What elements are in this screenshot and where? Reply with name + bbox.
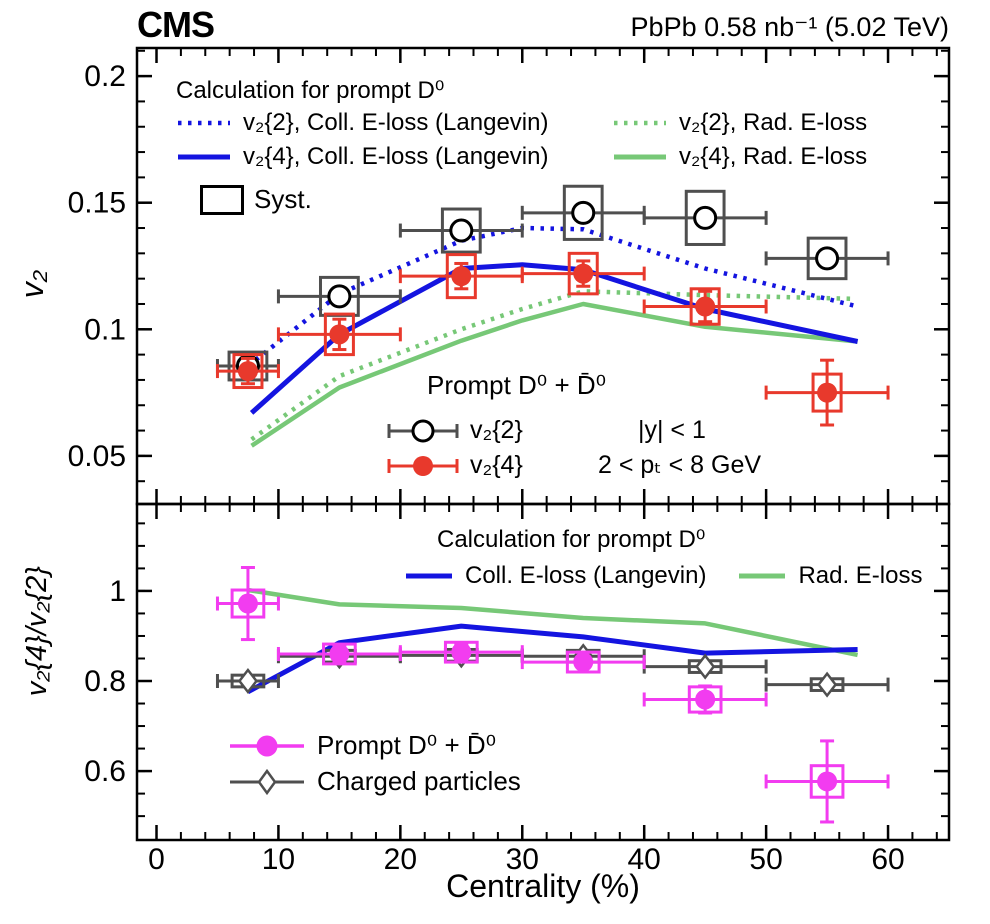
cms-logo-label: CMS	[137, 4, 215, 45]
y-tick-label: 0.15	[68, 187, 126, 220]
green-dotted-line-swatch	[614, 120, 666, 126]
legend-entry-v22-data: v₂{2}	[386, 416, 523, 445]
marker-v2_4	[695, 296, 716, 317]
marker-charged	[816, 671, 838, 698]
syst-box-v2_4	[811, 372, 843, 413]
syst-box-v2_2	[806, 236, 848, 281]
legend-label: v₂{4}, Rad. E-loss	[679, 143, 868, 170]
x-tick-label: 50	[749, 843, 782, 876]
syst-box-d0	[230, 588, 266, 619]
syst-box-d0	[809, 764, 845, 799]
legend-entry-v24-rad: v₂{4}, Rad. E-loss	[611, 143, 867, 171]
syst-box-v2_2	[684, 189, 726, 246]
marker-charged	[695, 653, 716, 680]
legend-entry-syst: Syst.	[200, 184, 312, 215]
legend-label: v₂{2}, Rad. E-loss	[679, 109, 868, 136]
marker-d0	[695, 689, 716, 710]
y-tick-label: 1	[109, 575, 126, 608]
marker-v2_2	[815, 246, 840, 271]
magenta-circle-marker-swatch	[230, 735, 304, 756]
marker-charged	[237, 667, 259, 695]
syst-box-v2_4	[689, 287, 721, 326]
marker-v2_4	[329, 324, 350, 345]
pt-selection-label: 2 < pₜ < 8 GeV	[598, 451, 762, 479]
y-tick-label: 0.1	[84, 313, 126, 346]
syst-box-v2_4	[232, 353, 264, 390]
marker-v2_2	[571, 200, 596, 225]
marker-v2_4	[573, 263, 594, 284]
x-tick-label: 20	[384, 843, 417, 876]
syst-box-v2_2	[562, 184, 604, 241]
marker-v2_4	[817, 382, 838, 403]
y-axis-title-ratio: v₂{4}/v₂{2}	[21, 566, 53, 697]
x-tick-label: 30	[506, 843, 539, 876]
curve-v22-rad	[250, 289, 856, 442]
open-circle-marker-swatch	[387, 419, 459, 442]
y-tick-label: 0.6	[84, 755, 126, 788]
legend-label: v₂{4}	[470, 451, 523, 479]
green-solid-line-swatch	[614, 154, 666, 160]
y-tick-label: 0.8	[84, 665, 126, 698]
bottom-legend-title: Calculation for prompt D⁰	[437, 526, 706, 553]
marker-d0	[329, 643, 350, 664]
blue-dotted-line-swatch	[178, 120, 230, 126]
legend-entry-v22-coll: v₂{2}, Coll. E-loss (Langevin)	[175, 109, 548, 137]
blue-solid-line-swatch	[406, 573, 452, 579]
marker-v2_2	[449, 218, 474, 243]
y-tick-label: 0.2	[84, 60, 126, 93]
x-tick-label: 10	[262, 843, 295, 876]
top-legend-title: Calculation for prompt D⁰	[176, 77, 445, 104]
curve-ratio-rad	[247, 587, 859, 658]
marker-v2_2	[327, 284, 352, 309]
marker-d0	[451, 642, 472, 663]
y-axis-title-v2: v₂	[14, 270, 50, 299]
filled-circle-marker-swatch	[387, 455, 459, 476]
marker-v2_4	[237, 361, 258, 382]
syst-label: Syst.	[254, 184, 312, 214]
syst-box-v2_4	[323, 312, 355, 357]
marker-d0	[237, 593, 258, 614]
syst-box-d0	[687, 685, 723, 714]
open-diamond-marker-swatch	[230, 768, 304, 795]
legend-label: Coll. E-loss (Langevin)	[465, 562, 707, 589]
marker-v2_2	[693, 205, 718, 230]
x-tick-label: 0	[148, 843, 165, 876]
syst-box-v2_4	[445, 253, 477, 300]
syst-box-swatch	[200, 184, 244, 215]
legend-label: Charged particles	[317, 766, 521, 796]
legend-entry-d0-ratio: Prompt D⁰ + D̄⁰	[227, 730, 496, 761]
legend-label: Prompt D⁰ + D̄⁰	[317, 730, 497, 760]
curve-v24-rad	[250, 301, 858, 448]
legend-label: v₂{2}, Coll. E-loss (Langevin)	[243, 109, 549, 136]
legend-entry-v24-data: v₂{4}	[386, 451, 523, 480]
green-solid-line-swatch	[739, 573, 786, 579]
legend-label: Rad. E-loss	[798, 562, 923, 589]
marker-d0	[817, 771, 838, 792]
legend-entry-charged-ratio: Charged particles	[227, 766, 521, 797]
y-tick-label: 0.05	[68, 440, 126, 473]
x-tick-label: 60	[871, 843, 904, 876]
data-legend-title: Prompt D⁰ + D̄⁰	[427, 370, 607, 400]
legend-entry-v22-rad: v₂{2}, Rad. E-loss	[611, 109, 867, 137]
legend-entry-v24-coll: v₂{4}, Coll. E-loss (Langevin)	[175, 143, 548, 171]
x-tick-label: 40	[628, 843, 661, 876]
x-axis-title: Centrality (%)	[446, 868, 640, 904]
marker-d0	[573, 652, 594, 673]
syst-box-v2_4	[567, 251, 599, 296]
blue-solid-line-swatch	[178, 154, 230, 160]
marker-v2_4	[451, 266, 472, 287]
syst-box-v2_2	[440, 207, 482, 254]
panel-frame-ratio	[135, 502, 951, 842]
dataset-label: PbPb 0.58 nb⁻¹ (5.02 TeV)	[630, 12, 949, 42]
bottom-theory-legend-row: Coll. E-loss (Langevin) Rad. E-loss	[403, 562, 922, 590]
rapidity-selection-label: |y| < 1	[638, 416, 706, 444]
legend-label: v₂{4}, Coll. E-loss (Langevin)	[243, 143, 549, 170]
legend-label: v₂{2}	[470, 416, 523, 444]
